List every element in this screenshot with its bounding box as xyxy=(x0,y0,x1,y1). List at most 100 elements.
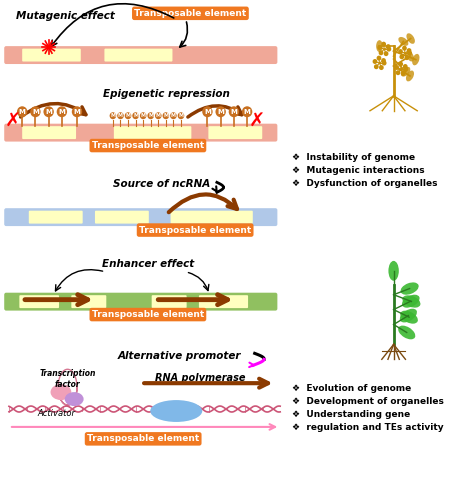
Text: M: M xyxy=(217,109,224,115)
Ellipse shape xyxy=(216,106,226,117)
Ellipse shape xyxy=(398,62,403,67)
Text: M: M xyxy=(141,113,146,118)
Text: M: M xyxy=(156,113,161,118)
Ellipse shape xyxy=(401,67,410,77)
Ellipse shape xyxy=(178,112,184,119)
Ellipse shape xyxy=(400,308,417,322)
Ellipse shape xyxy=(57,106,67,117)
Ellipse shape xyxy=(125,112,131,119)
FancyBboxPatch shape xyxy=(114,126,191,139)
FancyBboxPatch shape xyxy=(22,49,81,62)
FancyBboxPatch shape xyxy=(4,46,277,64)
FancyBboxPatch shape xyxy=(152,295,187,308)
Ellipse shape xyxy=(381,41,386,47)
Ellipse shape xyxy=(388,261,399,281)
Text: Activator: Activator xyxy=(37,409,75,418)
FancyBboxPatch shape xyxy=(199,295,248,308)
Text: ❖  Understanding gene: ❖ Understanding gene xyxy=(292,410,411,419)
Ellipse shape xyxy=(140,112,146,119)
Ellipse shape xyxy=(376,55,381,61)
Ellipse shape xyxy=(402,46,407,51)
Text: ❖  Development of organelles: ❖ Development of organelles xyxy=(292,397,444,406)
Ellipse shape xyxy=(44,106,54,117)
Ellipse shape xyxy=(109,112,116,119)
FancyBboxPatch shape xyxy=(29,211,82,224)
Ellipse shape xyxy=(150,400,202,422)
Ellipse shape xyxy=(382,61,386,66)
Text: M: M xyxy=(133,113,138,118)
Ellipse shape xyxy=(407,48,411,53)
Ellipse shape xyxy=(17,106,27,117)
Text: Mutagenic effect: Mutagenic effect xyxy=(16,11,115,21)
Ellipse shape xyxy=(228,106,239,117)
Text: M: M xyxy=(118,113,123,118)
Text: Transposable element: Transposable element xyxy=(92,141,204,150)
Ellipse shape xyxy=(155,112,162,119)
Text: Transcription
factor: Transcription factor xyxy=(39,370,96,389)
Text: M: M xyxy=(148,113,153,118)
FancyBboxPatch shape xyxy=(4,293,277,310)
Text: M: M xyxy=(110,113,115,118)
Text: M: M xyxy=(73,109,81,115)
Ellipse shape xyxy=(170,112,177,119)
Ellipse shape xyxy=(406,51,414,62)
Ellipse shape xyxy=(379,65,384,70)
Ellipse shape xyxy=(376,40,383,52)
Text: M: M xyxy=(45,109,52,115)
Text: M: M xyxy=(58,109,65,115)
Ellipse shape xyxy=(398,49,403,54)
Ellipse shape xyxy=(147,112,154,119)
Text: M: M xyxy=(230,109,237,115)
Ellipse shape xyxy=(407,51,412,55)
Ellipse shape xyxy=(396,70,401,75)
Text: Source of ncRNA: Source of ncRNA xyxy=(113,179,210,189)
FancyBboxPatch shape xyxy=(19,295,59,308)
Ellipse shape xyxy=(72,106,82,117)
Ellipse shape xyxy=(374,64,379,69)
Ellipse shape xyxy=(384,51,389,56)
FancyBboxPatch shape xyxy=(95,211,149,224)
Ellipse shape xyxy=(412,54,419,66)
Ellipse shape xyxy=(404,55,409,60)
Ellipse shape xyxy=(163,112,169,119)
Text: RNA polymerase: RNA polymerase xyxy=(155,373,245,383)
Ellipse shape xyxy=(386,44,391,49)
FancyBboxPatch shape xyxy=(22,126,76,139)
Ellipse shape xyxy=(386,47,391,52)
Text: ❖  regulation and TEs activity: ❖ regulation and TEs activity xyxy=(292,423,444,432)
Ellipse shape xyxy=(402,295,420,308)
Text: ✗: ✗ xyxy=(248,112,265,131)
Text: M: M xyxy=(179,113,183,118)
Ellipse shape xyxy=(377,45,382,50)
Ellipse shape xyxy=(403,64,408,69)
Ellipse shape xyxy=(379,50,383,55)
Text: M: M xyxy=(32,109,39,115)
Text: M: M xyxy=(126,113,130,118)
Ellipse shape xyxy=(401,71,405,76)
FancyBboxPatch shape xyxy=(71,295,106,308)
Text: Transposable element: Transposable element xyxy=(92,310,204,319)
Ellipse shape xyxy=(403,67,408,71)
Text: Enhancer effect: Enhancer effect xyxy=(102,259,194,269)
Text: Transposable element: Transposable element xyxy=(87,434,199,443)
FancyBboxPatch shape xyxy=(209,126,262,139)
FancyBboxPatch shape xyxy=(171,211,253,224)
Ellipse shape xyxy=(202,106,213,117)
Text: ❖  Dysfunction of organelles: ❖ Dysfunction of organelles xyxy=(292,179,438,188)
Ellipse shape xyxy=(402,295,419,308)
Ellipse shape xyxy=(30,106,41,117)
Text: Epigenetic repression: Epigenetic repression xyxy=(103,89,230,99)
Text: ❖  Mutagenic interactions: ❖ Mutagenic interactions xyxy=(292,166,425,175)
Text: M: M xyxy=(244,109,251,115)
Ellipse shape xyxy=(401,282,419,295)
Text: M: M xyxy=(204,109,211,115)
Text: M: M xyxy=(164,113,168,118)
Text: ✗: ✗ xyxy=(5,112,21,131)
Ellipse shape xyxy=(65,392,83,406)
Ellipse shape xyxy=(398,326,415,339)
FancyBboxPatch shape xyxy=(104,49,173,62)
Text: Transposable element: Transposable element xyxy=(139,226,251,235)
Text: Transposable element: Transposable element xyxy=(134,9,246,18)
Ellipse shape xyxy=(406,33,415,44)
Ellipse shape xyxy=(117,112,124,119)
